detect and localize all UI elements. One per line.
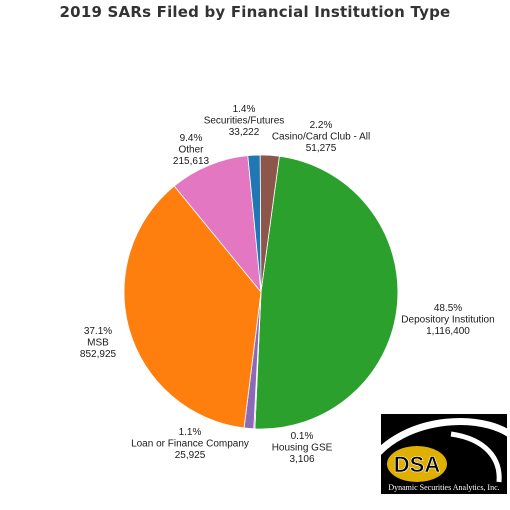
slice-name-label: MSB (87, 338, 109, 349)
slice-count-label: 852,925 (80, 349, 117, 360)
slice-name-label: Depository Institution (401, 315, 494, 326)
pie-slice-msb (123, 185, 262, 429)
pie-slice-other (173, 155, 262, 294)
slice-name-label: Other (178, 145, 204, 156)
slice-count-label: 215,613 (173, 156, 210, 167)
slice-percent-label: 1.4% (233, 104, 256, 115)
slice-percent-label: 37.1% (84, 326, 112, 337)
logo-caption: Dynamic Securities Analytics, Inc. (388, 483, 500, 492)
slice-percent-label: 48.5% (434, 303, 462, 314)
pie-slice-depository-institution (254, 155, 399, 430)
slice-count-label: 33,222 (229, 127, 260, 138)
company-logo: DSA Dynamic Securities Analytics, Inc. (381, 414, 507, 494)
slice-count-label: 25,925 (175, 450, 206, 461)
slice-percent-label: 9.4% (180, 133, 203, 144)
chart-title: 2019 SARs Filed by Financial Institution… (59, 3, 451, 21)
slice-count-label: 1,116,400 (426, 326, 470, 337)
slice-name-label: Casino/Card Club - All (272, 132, 370, 143)
slice-percent-label: 0.1% (291, 431, 314, 442)
slice-count-label: 3,106 (289, 454, 314, 465)
pie-slices (123, 154, 399, 430)
pie-slice-casino-card-club-all (259, 154, 280, 293)
slice-percent-label: 1.1% (179, 427, 202, 438)
slice-percent-label: 2.2% (310, 120, 333, 131)
slice-name-label: Loan or Finance Company (131, 439, 249, 450)
logo-badge (387, 446, 447, 482)
slice-name-label: Securities/Futures (204, 116, 285, 127)
logo-letters: DSA (394, 452, 441, 477)
slice-count-label: 51,275 (306, 143, 337, 154)
slice-name-label: Housing GSE (272, 443, 333, 454)
logo-graphic: DSA (381, 417, 507, 483)
